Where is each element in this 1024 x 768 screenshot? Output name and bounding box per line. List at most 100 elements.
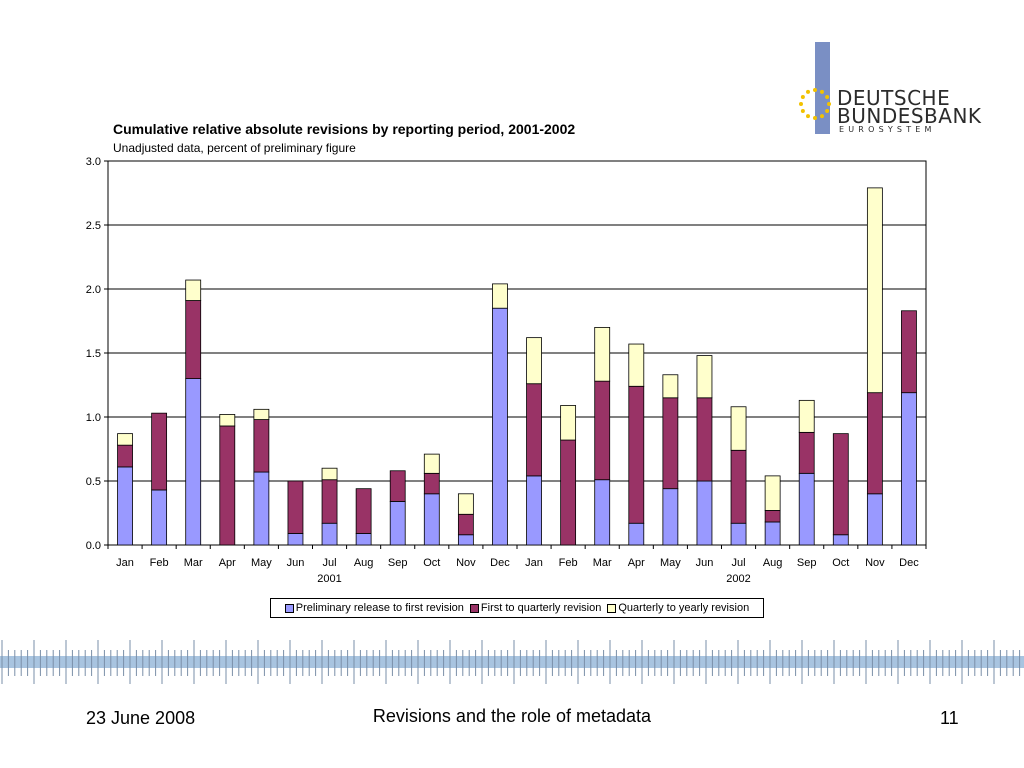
bundesbank-logo: DEUTSCHE BUNDESBANK EUROSYSTEM xyxy=(795,42,981,137)
legend-item-preliminary: Preliminary release to first revision xyxy=(284,602,464,614)
euro-stars-icon xyxy=(799,88,831,120)
euro-star xyxy=(806,89,810,94)
x-tick-label: Feb xyxy=(150,557,169,569)
x-tick-label: Dec xyxy=(899,557,919,569)
bar-segment-series-0 xyxy=(423,493,440,546)
euro-star xyxy=(825,95,830,99)
bar-segment-series-1 xyxy=(287,480,304,534)
bar-segment-series-1 xyxy=(117,444,133,468)
decorative-ruler-band xyxy=(0,640,1024,684)
bar-segment-series-2 xyxy=(798,399,815,433)
legend-item-first-quarterly: First to quarterly revision xyxy=(469,602,602,614)
bar-segment-series-2 xyxy=(185,279,202,301)
x-tick-label: Aug xyxy=(354,557,374,569)
euro-star xyxy=(800,109,805,113)
x-tick-label: Mar xyxy=(593,557,612,569)
logo-text-deutsche: DEUTSCHE xyxy=(837,86,951,110)
bar-segment-series-0 xyxy=(457,534,474,546)
x-tick-label: Jul xyxy=(323,557,337,569)
bar-segment-series-0 xyxy=(662,488,679,546)
y-tick-label: 2.5 xyxy=(86,220,101,232)
bar-segment-series-2 xyxy=(526,337,542,385)
page-number: 11 xyxy=(940,708,959,728)
ruler-band xyxy=(0,656,1024,668)
euro-star xyxy=(799,102,803,106)
euro-star xyxy=(806,114,810,119)
logo-text-eurosystem: EUROSYSTEM xyxy=(839,125,936,134)
bar-segment-series-1 xyxy=(866,392,883,495)
y-tick-label: 1.5 xyxy=(86,348,101,360)
bar-segment-series-1 xyxy=(321,479,338,524)
legend-label-preliminary: Preliminary release to first revision xyxy=(295,602,464,614)
x-tick-label: Jun xyxy=(287,557,305,569)
bar-segment-series-0 xyxy=(253,471,270,546)
bar-segment-series-1 xyxy=(594,380,611,481)
x-tick-label: Mar xyxy=(184,557,203,569)
bar-segment-series-0 xyxy=(355,533,372,546)
chart-subtitle: Unadjusted data, percent of preliminary … xyxy=(113,141,356,155)
footer-date: 23 June 2008 xyxy=(86,708,196,728)
year-label: 2001 xyxy=(317,573,341,585)
bar-segment-series-2 xyxy=(764,475,781,511)
bar-segment-series-1 xyxy=(151,412,168,491)
x-tick-label: Oct xyxy=(423,557,440,569)
bar-segment-series-0 xyxy=(798,472,815,546)
bar-segment-series-1 xyxy=(389,470,406,502)
euro-star xyxy=(820,89,824,94)
bar-segment-series-2 xyxy=(117,433,133,446)
euro-star xyxy=(800,95,805,99)
bar-segment-series-2 xyxy=(594,326,611,382)
bar-segment-series-0 xyxy=(696,480,713,546)
bar-segment-series-0 xyxy=(901,392,917,546)
bar-segment-series-0 xyxy=(185,378,202,546)
bar-segment-series-1 xyxy=(798,431,815,474)
euro-star xyxy=(813,88,817,92)
y-tick-label: 3.0 xyxy=(86,156,101,168)
euro-star xyxy=(825,109,830,113)
bar-segment-series-2 xyxy=(253,408,270,420)
bar-segment-series-2 xyxy=(492,283,508,309)
bar-segment-series-2 xyxy=(730,406,747,451)
bar-segment-series-2 xyxy=(457,493,474,515)
bar-segment-series-2 xyxy=(219,414,236,427)
x-tick-label: Jan xyxy=(116,557,134,569)
euro-star xyxy=(813,116,817,120)
bar-segment-series-1 xyxy=(457,513,474,536)
legend-label-quarterly-yearly: Quarterly to yearly revision xyxy=(618,602,750,614)
bar-segment-series-1 xyxy=(219,425,236,546)
bar-segment-series-2 xyxy=(321,467,338,481)
legend-swatch-first-quarterly xyxy=(469,603,479,613)
legend-item-quarterly-yearly: Quarterly to yearly revision xyxy=(607,602,749,614)
x-tick-label: Jan xyxy=(525,557,543,569)
bar-segment-series-0 xyxy=(321,522,338,546)
legend-label-first-quarterly: First to quarterly revision xyxy=(480,602,602,614)
bar-segment-series-0 xyxy=(117,466,133,546)
x-tick-label: Aug xyxy=(763,557,783,569)
x-tick-label: Sep xyxy=(388,557,408,569)
legend-swatch-preliminary xyxy=(284,603,294,613)
bar-segment-series-2 xyxy=(628,343,645,387)
chart-legend: Preliminary release to first revision Fi… xyxy=(270,598,764,618)
footer-title: Revisions and the role of metadata xyxy=(372,706,652,726)
x-tick-label: May xyxy=(251,557,272,569)
bar-segment-series-0 xyxy=(151,489,168,546)
bar-segment-series-1 xyxy=(355,488,372,534)
logo-text-bundesbank: BUNDESBANK xyxy=(837,104,982,128)
bar-segment-series-0 xyxy=(526,475,542,546)
x-tick-label: Oct xyxy=(832,557,849,569)
stacked-bar-chart: 0.0 0.5 1.0 1.5 2.0 2.5 3.0 Jan Feb Mar Apr May Jun J… xyxy=(86,156,927,585)
bar-segment-series-1 xyxy=(764,510,781,523)
legend-swatch-quarterly-yearly xyxy=(607,603,617,613)
x-tick-label: Jul xyxy=(732,557,746,569)
bar-segment-series-0 xyxy=(730,522,747,546)
bar-segment-series-1 xyxy=(526,383,542,477)
bar-segment-series-1 xyxy=(560,439,577,546)
y-tick-label: 2.0 xyxy=(86,284,101,296)
bar-segment-series-1 xyxy=(662,397,679,490)
x-tick-label: Apr xyxy=(219,557,236,569)
chart-title: Cumulative relative absolute revisions b… xyxy=(113,121,576,137)
y-tick-label: 0.0 xyxy=(86,540,101,552)
bar-segment-series-1 xyxy=(628,385,645,524)
bar-segment-series-1 xyxy=(832,433,849,536)
x-tick-label: May xyxy=(660,557,681,569)
